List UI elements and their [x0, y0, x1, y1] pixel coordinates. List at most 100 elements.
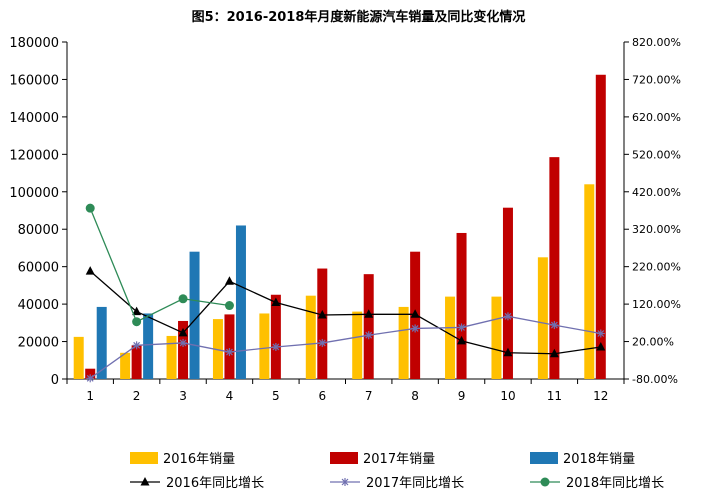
legend-triangle-marker — [140, 477, 150, 486]
bar-1-3 — [166, 335, 177, 379]
left-tick-label: 80000 — [18, 223, 59, 238]
right-tick-label: 20.00% — [632, 336, 674, 349]
right-tick-label: 720.00% — [632, 73, 681, 86]
legend-swatch-1 — [130, 452, 158, 464]
bar-2-3 — [178, 320, 189, 379]
x-tick-label: 9 — [458, 389, 466, 403]
star-marker — [457, 323, 466, 332]
triangle-marker — [457, 335, 467, 345]
bar-2-9 — [456, 232, 467, 379]
left-tick-label: 40000 — [18, 298, 59, 313]
x-tick-label: 7 — [365, 389, 373, 403]
star-stroke — [86, 374, 94, 382]
bar-1-6 — [305, 295, 316, 379]
x-tick-label: 2 — [133, 389, 141, 403]
bar-1-4 — [212, 319, 223, 379]
circle-marker — [178, 294, 188, 304]
legend-swatch-2 — [330, 452, 358, 464]
bar-3-3 — [189, 251, 200, 379]
star-stroke — [133, 341, 141, 349]
legend-swatch-3 — [530, 452, 558, 464]
left-tick-label: 160000 — [9, 73, 59, 88]
left-tick-label: 20000 — [18, 336, 59, 351]
bar-2-1 — [85, 368, 96, 379]
left-tick-label: 60000 — [18, 261, 59, 276]
x-tick-label: 11 — [547, 389, 562, 403]
lines — [85, 203, 606, 383]
bar-2-11 — [549, 157, 560, 379]
line-series-3 — [89, 207, 230, 323]
right-tick-label: 520.00% — [632, 148, 681, 161]
right-tick-label: 820.00% — [632, 36, 681, 49]
bar-1-9 — [445, 296, 456, 379]
bar-1-1 — [73, 336, 84, 379]
star-marker — [271, 342, 280, 351]
star-stroke — [458, 324, 465, 331]
x-tick-label: 3 — [179, 389, 187, 403]
bar-1-10 — [491, 296, 502, 379]
line-series-1 — [89, 270, 601, 355]
triangle-marker — [178, 327, 188, 337]
triangle-marker — [503, 347, 513, 357]
bar-3-4 — [235, 225, 246, 379]
triangle-marker — [410, 309, 420, 318]
star-marker — [86, 374, 95, 383]
bar-2-4 — [224, 314, 235, 379]
bar-1-8 — [398, 306, 409, 379]
bar-1-5 — [259, 313, 270, 379]
circle-marker — [132, 317, 142, 327]
right-tick-label: 120.00% — [632, 298, 681, 311]
bar-1-12 — [584, 184, 595, 379]
legend-label: 2016年同比增长 — [166, 476, 264, 491]
star-marker — [179, 338, 188, 347]
left-tick-label: 0 — [51, 373, 59, 388]
bar-1-11 — [537, 257, 548, 379]
star-stroke — [365, 331, 373, 339]
axes: 0 20000 40000 60000 80000 100000 120000 140000 1… — [9, 36, 681, 403]
star-stroke — [179, 339, 187, 347]
legend-label: 2018年销量 — [563, 452, 635, 467]
star-stroke — [550, 321, 558, 329]
left-tick-label: 100000 — [9, 186, 59, 201]
bar-2-10 — [502, 207, 513, 379]
bar-1-7 — [352, 311, 363, 379]
triangle-marker — [364, 309, 374, 318]
star-marker — [225, 348, 234, 357]
star-marker — [132, 341, 141, 350]
star-stroke — [504, 312, 512, 320]
star-marker — [503, 312, 512, 321]
star-stroke — [411, 325, 419, 332]
circle-marker — [224, 301, 234, 311]
legend-circle-marker — [540, 477, 550, 487]
line-series-2 — [89, 315, 601, 379]
star-marker — [550, 321, 559, 330]
bar-2-6 — [317, 268, 328, 379]
triangle-marker — [271, 297, 281, 307]
bar-2-2 — [131, 345, 142, 379]
right-tick-label: 620.00% — [632, 111, 681, 124]
bar-3-2 — [143, 313, 154, 379]
x-tick-label: 1 — [86, 389, 94, 403]
left-tick-label: 140000 — [9, 111, 59, 126]
triangle-marker — [317, 309, 327, 319]
triangle-marker — [549, 348, 559, 358]
bar-2-7 — [363, 274, 374, 379]
star-stroke — [226, 348, 233, 356]
legend-label: 2017年销量 — [363, 452, 435, 467]
right-tick-label: 320.00% — [632, 223, 681, 236]
x-tick-label: 12 — [593, 389, 608, 403]
star-marker — [318, 338, 327, 347]
star-marker — [411, 324, 420, 333]
legend: 2016年销量 2017年销量 2018年销量 2016年同比增长 2017年同比增长 2… — [130, 452, 664, 491]
star-stroke — [318, 339, 326, 347]
x-tick-label: 10 — [500, 389, 515, 403]
circle-marker — [85, 203, 95, 213]
legend-label: 2016年销量 — [163, 452, 235, 467]
right-tick-label: 220.00% — [632, 261, 681, 274]
x-tick-label: 8 — [411, 389, 419, 403]
legend-label: 2018年同比增长 — [566, 476, 664, 491]
bar-3-1 — [96, 306, 107, 379]
star-marker — [596, 329, 605, 338]
star-stroke — [597, 330, 605, 337]
